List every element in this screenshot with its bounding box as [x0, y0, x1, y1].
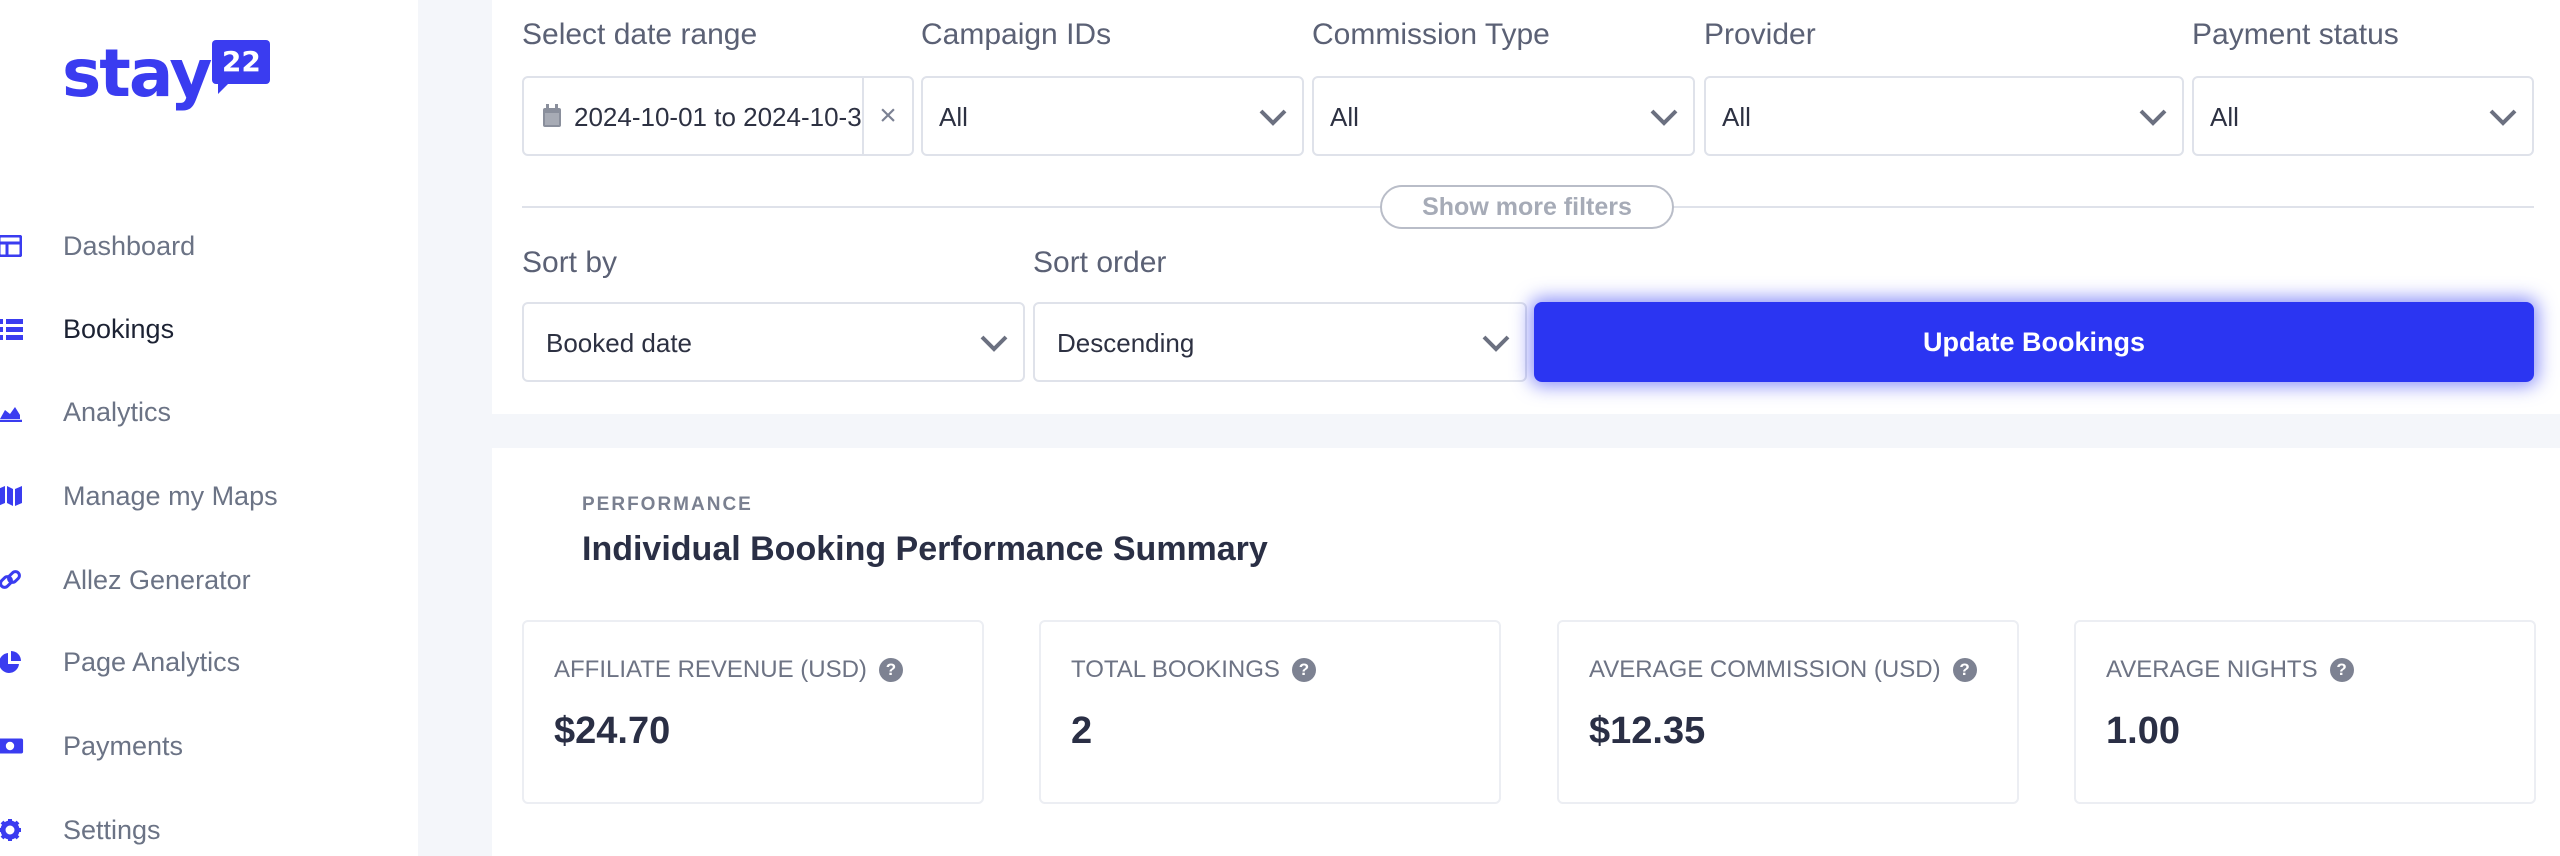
update-bookings-button[interactable]: Update Bookings: [1534, 302, 2534, 382]
logo-badge: 22: [212, 40, 271, 94]
money-icon: [0, 732, 24, 760]
commission-type-value: All: [1330, 102, 1359, 132]
gear-icon: [0, 816, 24, 844]
sidebar-item-maps[interactable]: Manage my Maps: [0, 472, 418, 520]
performance-title: Individual Booking Performance Summary: [582, 530, 1268, 568]
chevron-down-icon: [1482, 335, 1510, 352]
performance-kicker: PERFORMANCE: [582, 494, 753, 515]
date-range-input[interactable]: 2024-10-01 to 2024-10-31 ×: [522, 76, 914, 156]
sidebar-item-label: Bookings: [63, 313, 175, 344]
average-nights-card: AVERAGE NIGHTS ? 1.00: [2074, 620, 2536, 804]
help-icon[interactable]: ?: [878, 658, 903, 682]
card-value: 2: [1071, 710, 1093, 752]
provider-select[interactable]: All: [1704, 76, 2184, 156]
list-icon: [0, 315, 24, 343]
sidebar-item-settings[interactable]: Settings: [0, 806, 418, 854]
date-range-label: Select date range: [522, 18, 758, 51]
card-value: $24.70: [554, 710, 671, 752]
card-label-text: AVERAGE NIGHTS: [2106, 656, 2318, 683]
sort-order-label: Sort order: [1033, 246, 1167, 279]
sidebar-item-analytics[interactable]: Analytics: [0, 388, 418, 436]
help-icon[interactable]: ?: [1291, 658, 1316, 682]
link-icon: [0, 566, 24, 594]
provider-label: Provider: [1704, 18, 1816, 51]
payment-status-value: All: [2210, 102, 2239, 132]
card-label: AVERAGE COMMISSION (USD) ?: [1589, 656, 1977, 684]
chevron-down-icon: [2139, 109, 2167, 126]
sidebar-item-page-analytics[interactable]: Page Analytics: [0, 638, 418, 686]
payment-status-select[interactable]: All: [2192, 76, 2534, 156]
logo[interactable]: stay 22: [62, 35, 271, 112]
sort-by-value: Booked date: [546, 328, 693, 358]
sidebar-item-label: Analytics: [63, 396, 172, 427]
card-label: AFFILIATE REVENUE (USD) ?: [554, 656, 903, 684]
sidebar-item-label: Allez Generator: [63, 564, 251, 595]
sidebar-item-dashboard[interactable]: Dashboard: [0, 222, 418, 270]
chevron-down-icon: [980, 335, 1008, 352]
sidebar-item-label: Manage my Maps: [63, 480, 278, 511]
card-label-text: TOTAL BOOKINGS: [1071, 656, 1280, 683]
affiliate-revenue-card: AFFILIATE REVENUE (USD) ? $24.70: [522, 620, 984, 804]
chevron-down-icon: [1259, 109, 1287, 126]
card-label-text: AFFILIATE REVENUE (USD): [554, 656, 867, 683]
campaign-ids-value: All: [939, 102, 968, 132]
commission-type-label: Commission Type: [1312, 18, 1550, 51]
sidebar: stay 22 Dashboard Bookings Analytics Man…: [0, 0, 418, 856]
card-label: TOTAL BOOKINGS ?: [1071, 656, 1316, 684]
average-commission-card: AVERAGE COMMISSION (USD) ? $12.35: [1557, 620, 2019, 804]
card-label: AVERAGE NIGHTS ?: [2106, 656, 2354, 684]
card-label-text: AVERAGE COMMISSION (USD): [1589, 656, 1941, 683]
sidebar-item-label: Payments: [63, 730, 184, 761]
date-range-value: 2024-10-01 to 2024-10-31: [574, 102, 864, 132]
total-bookings-card: TOTAL BOOKINGS ? 2: [1039, 620, 1501, 804]
payment-status-label: Payment status: [2192, 18, 2399, 51]
sidebar-item-label: Settings: [63, 814, 161, 845]
help-icon[interactable]: ?: [2329, 658, 2354, 682]
dashboard-icon: [0, 232, 24, 260]
clear-date-button[interactable]: ×: [862, 78, 912, 154]
provider-value: All: [1722, 102, 1751, 132]
chevron-down-icon: [2489, 109, 2517, 126]
sidebar-item-payments[interactable]: Payments: [0, 722, 418, 770]
logo-text: stay: [62, 35, 212, 112]
campaign-ids-label: Campaign IDs: [921, 18, 1112, 51]
sort-order-value: Descending: [1057, 328, 1195, 358]
calendar-icon: [542, 104, 562, 128]
help-icon[interactable]: ?: [1952, 658, 1977, 682]
sidebar-item-bookings[interactable]: Bookings: [0, 305, 418, 353]
card-value: 1.00: [2106, 710, 2180, 752]
commission-type-select[interactable]: All: [1312, 76, 1695, 156]
area-chart-icon: [0, 398, 24, 426]
sort-order-select[interactable]: Descending: [1033, 302, 1527, 382]
sidebar-item-label: Page Analytics: [63, 646, 241, 677]
show-more-filters-button[interactable]: Show more filters: [1380, 185, 1674, 229]
campaign-ids-select[interactable]: All: [921, 76, 1304, 156]
card-value: $12.35: [1589, 710, 1706, 752]
sidebar-item-allez-generator[interactable]: Allez Generator: [0, 556, 418, 604]
pie-chart-icon: [0, 648, 24, 676]
map-icon: [0, 482, 24, 510]
sidebar-item-label: Dashboard: [63, 230, 196, 261]
chevron-down-icon: [1650, 109, 1678, 126]
sort-by-select[interactable]: Booked date: [522, 302, 1025, 382]
sort-by-label: Sort by: [522, 246, 618, 279]
